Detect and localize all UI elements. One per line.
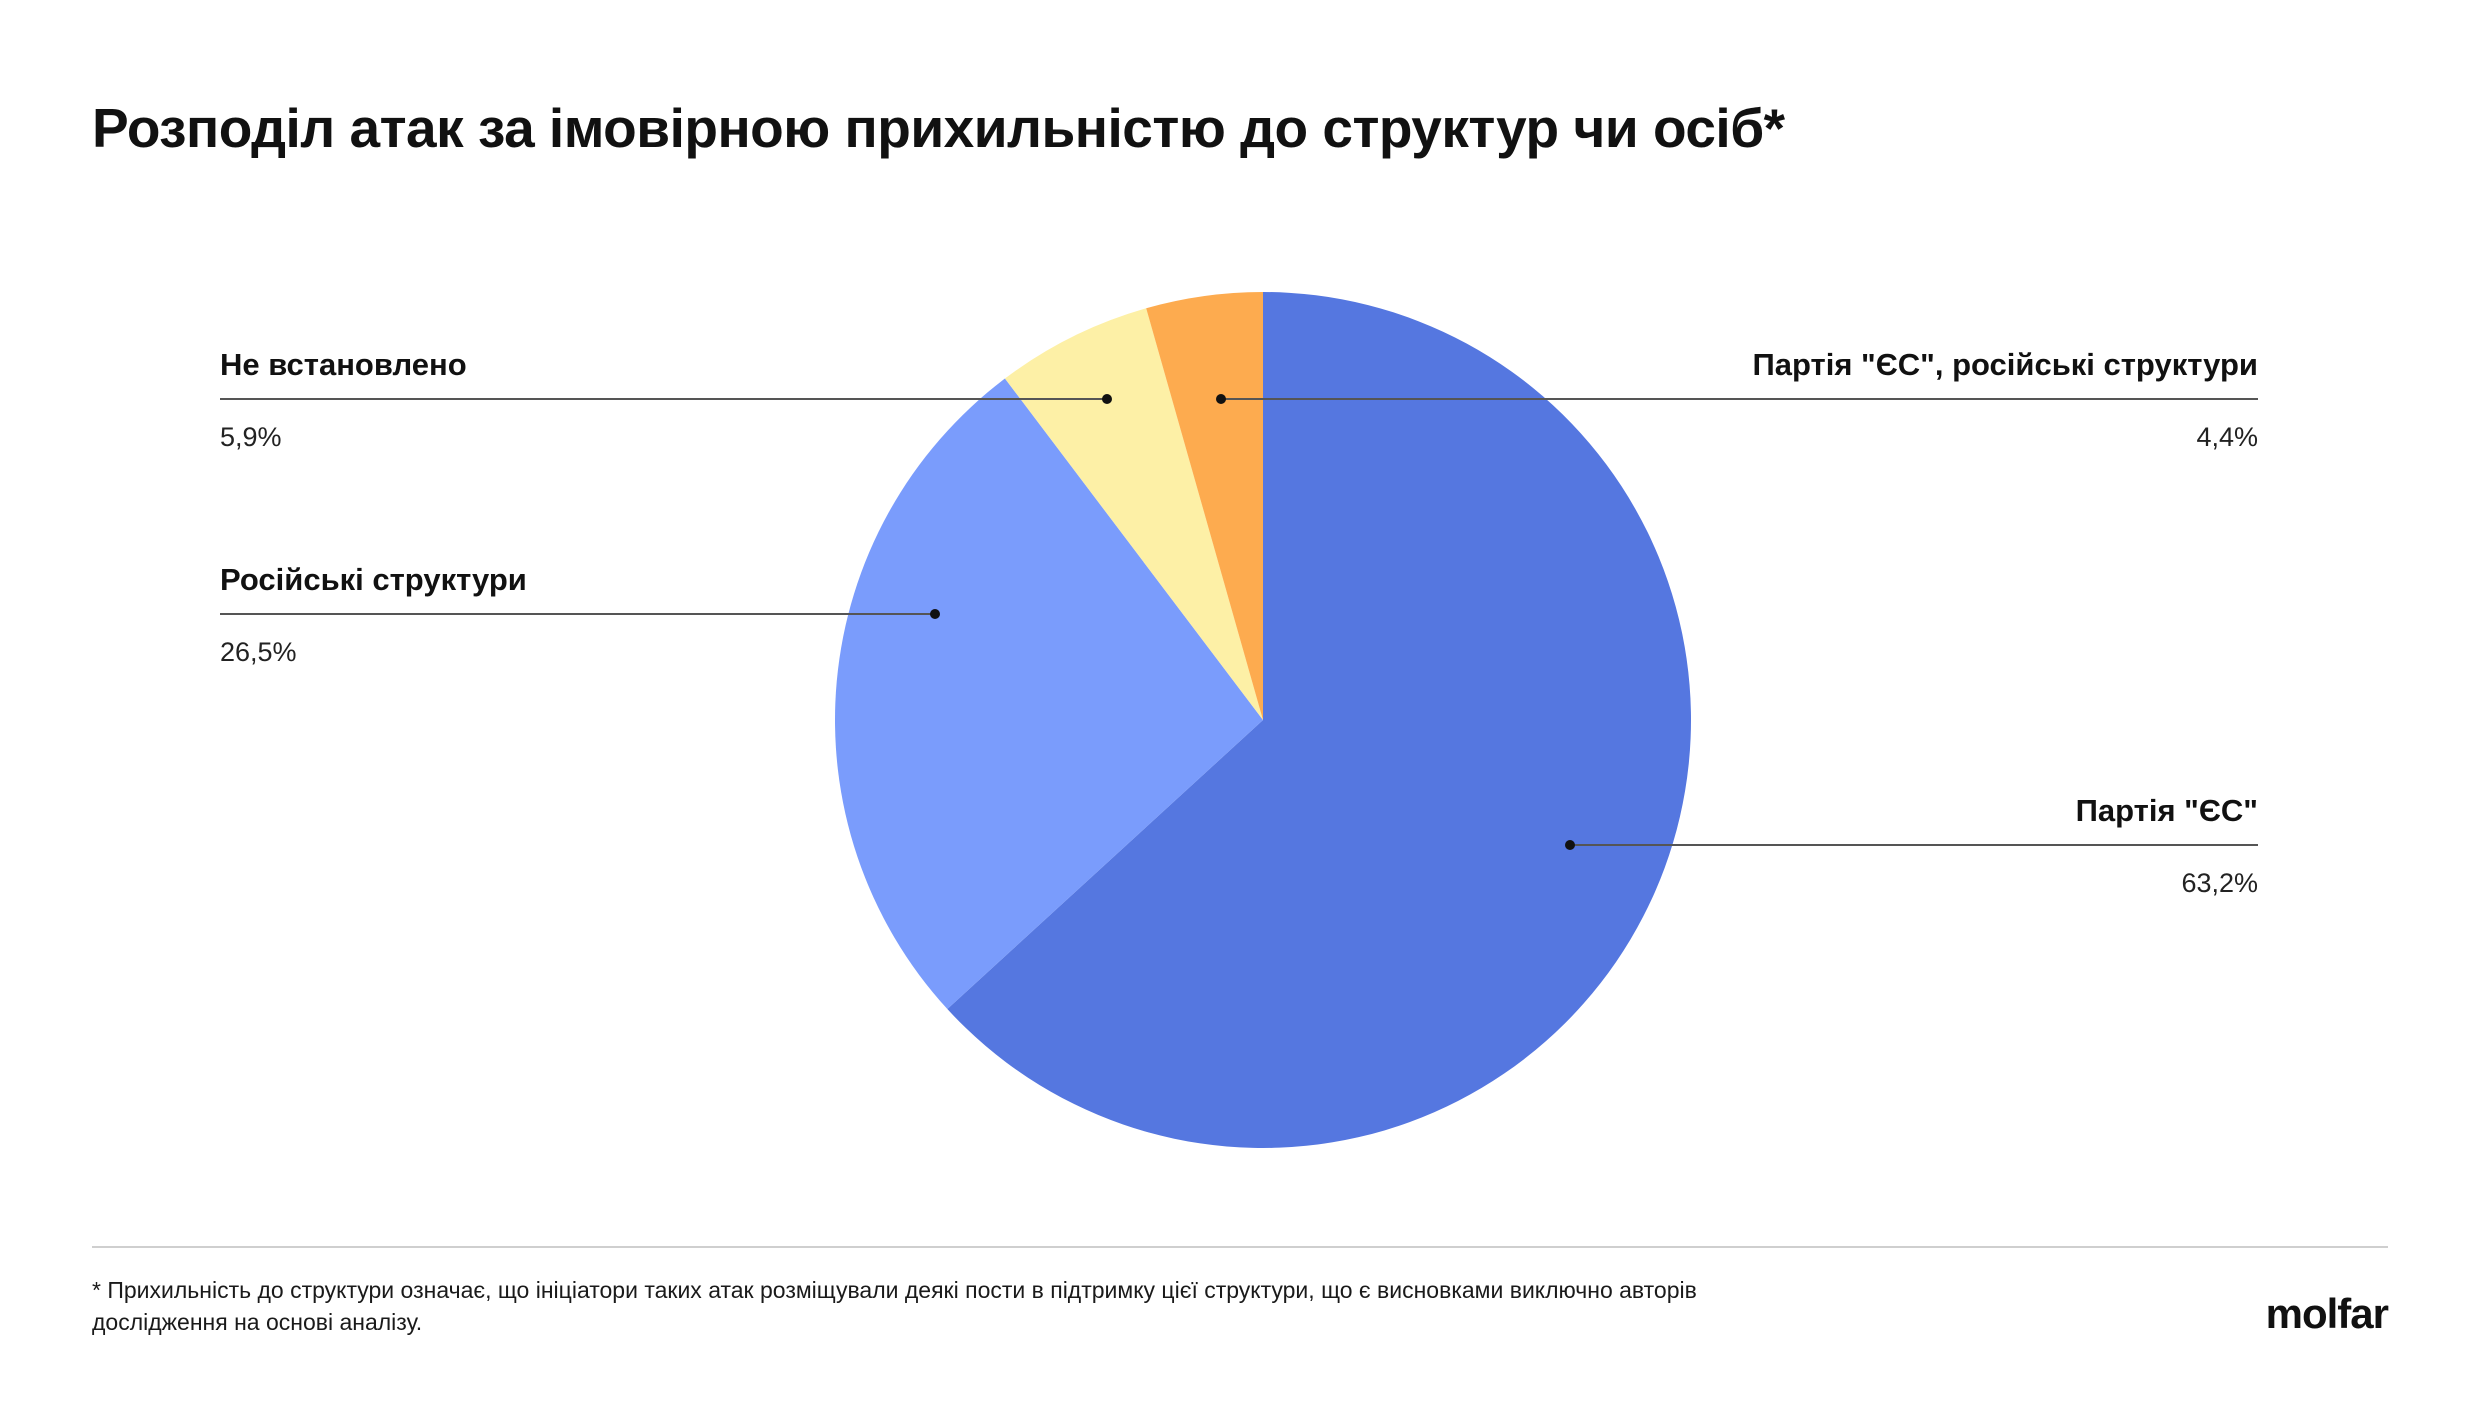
pie-slice (947, 292, 1691, 1148)
pie-slice (835, 378, 1263, 1010)
pie-slice (1004, 308, 1263, 720)
leader-dot (1216, 394, 1226, 404)
leader-dot (1102, 394, 1112, 404)
pie-labels: Партія "ЄС" 63,2% Російські структури 26,5%… (220, 347, 2258, 898)
molfar-logo: molfar (2265, 1290, 2389, 1337)
slice-label: Російські структури (220, 562, 527, 597)
footer-divider (92, 1246, 2388, 1248)
slice-value-label: 26,5% (220, 637, 297, 667)
slice-label: Партія "ЄС" (2076, 793, 2258, 828)
slice-label: Не встановлено (220, 347, 467, 382)
chart-title: Розподіл атак за імовірною прихильністю … (92, 97, 1785, 159)
slice-value-label: 63,2% (2181, 868, 2258, 898)
leader-dot (930, 609, 940, 619)
slice-label: Партія "ЄС", російські структури (1752, 347, 2258, 382)
slice-value-label: 4,4% (2196, 422, 2258, 452)
slice-value-label: 5,9% (220, 422, 282, 452)
footnote: * Прихильність до структури означає, що … (92, 1277, 1697, 1335)
leader-dot (1565, 840, 1575, 850)
pie-slices (835, 292, 1691, 1148)
